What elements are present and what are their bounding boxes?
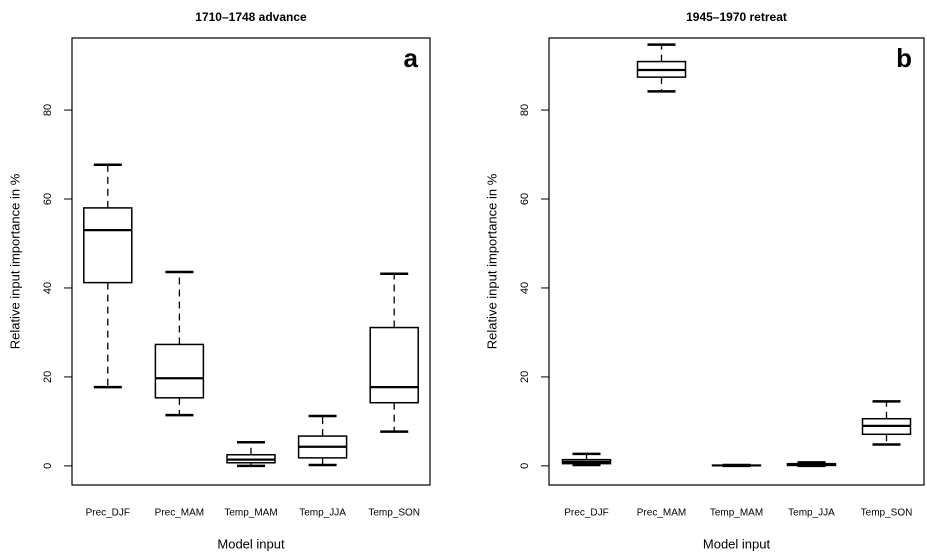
x-axis-label: Model input: [703, 536, 771, 551]
chart-title: 1945–1970 retreat: [686, 10, 787, 24]
y-tick-label: 40: [519, 282, 531, 294]
y-tick-label: 60: [42, 193, 54, 205]
panel-label: b: [896, 43, 912, 73]
x-tick-label: Prec_MAM: [637, 508, 686, 519]
y-tick-label: 20: [42, 371, 54, 383]
y-tick-label: 80: [519, 104, 531, 116]
y-tick-label: 80: [42, 104, 54, 116]
box: [83, 207, 133, 284]
y-tick-label: 0: [519, 463, 531, 469]
plot-frame: [71, 37, 431, 486]
panel-label: a: [404, 43, 419, 73]
y-tick-label: 20: [519, 371, 531, 383]
box: [154, 343, 205, 399]
y-axis-label: Relative input importance in %: [7, 173, 22, 349]
x-axis-label: Model input: [217, 536, 285, 551]
x-tick-label: Temp_MAM: [710, 508, 763, 519]
y-tick-label: 40: [42, 282, 54, 294]
x-tick-label: Prec_DJF: [86, 508, 130, 519]
x-tick-label: Temp_JJA: [299, 508, 346, 519]
x-tick-label: Temp_JJA: [788, 508, 835, 519]
x-tick-label: Temp_SON: [368, 508, 420, 519]
y-axis-label: Relative input importance in %: [484, 173, 499, 349]
y-tick-label: 0: [42, 463, 54, 469]
x-tick-label: Temp_MAM: [224, 508, 277, 519]
plot-frame: [548, 37, 925, 486]
box: [369, 326, 419, 404]
chart-title: 1710–1748 advance: [195, 10, 307, 24]
x-tick-label: Temp_SON: [861, 508, 913, 519]
y-tick-label: 60: [519, 193, 531, 205]
x-tick-label: Prec_MAM: [155, 508, 204, 519]
x-tick-label: Prec_DJF: [564, 508, 608, 519]
